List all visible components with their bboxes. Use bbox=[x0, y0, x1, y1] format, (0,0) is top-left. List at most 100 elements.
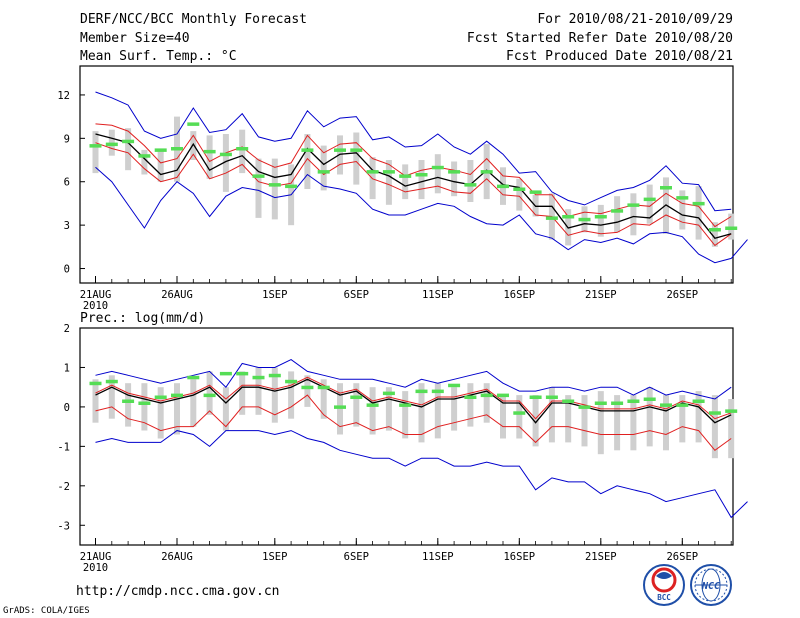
temp-xtick-label: 11SEP bbox=[422, 289, 454, 301]
prec-spread-box bbox=[630, 395, 637, 451]
prec-spread-box bbox=[483, 383, 490, 423]
precip-panel-title: Prec.: log(mm/d) bbox=[80, 311, 205, 326]
temp-spread-box bbox=[695, 186, 702, 240]
prec-marker bbox=[203, 393, 216, 398]
prec-marker bbox=[708, 411, 721, 415]
temp-spread-box bbox=[451, 161, 458, 197]
temp-ytick-label: 3 bbox=[64, 220, 70, 232]
prec-marker bbox=[578, 405, 591, 409]
prec-xtick-label: 26SEP bbox=[666, 551, 698, 563]
temp-spread-box bbox=[385, 160, 392, 205]
temp-marker bbox=[301, 148, 314, 152]
temp-marker bbox=[448, 170, 461, 174]
prec-spread-box bbox=[125, 383, 132, 427]
temp-spread-box bbox=[353, 132, 360, 185]
prec-spread-box bbox=[385, 387, 392, 431]
temp-marker bbox=[203, 149, 216, 154]
temp-xtick-label: 16SEP bbox=[503, 289, 535, 301]
temp-marker bbox=[382, 170, 395, 174]
prec-spread-box bbox=[728, 399, 735, 459]
bcc-logo: BCC bbox=[643, 564, 685, 606]
prec-marker bbox=[545, 395, 558, 399]
temp-ytick-label: 9 bbox=[64, 133, 70, 145]
temp-spread-box bbox=[271, 158, 278, 220]
temp-marker bbox=[676, 196, 689, 200]
prec-marker bbox=[317, 385, 330, 390]
prec-marker bbox=[415, 389, 428, 394]
grads-credit: GrADS: COLA/IGES bbox=[3, 606, 90, 616]
temp-marker bbox=[252, 174, 265, 178]
temp-spread-box bbox=[418, 160, 425, 200]
temp-spread-box bbox=[157, 149, 164, 182]
temp-ensemble-mean-line bbox=[95, 133, 732, 239]
prec-xtick-year: 2010 bbox=[83, 562, 108, 574]
prec-ytick-label: -3 bbox=[57, 520, 70, 532]
prec-marker bbox=[268, 373, 281, 378]
temp-marker bbox=[725, 226, 738, 230]
prec-spread-box bbox=[271, 367, 278, 423]
prec-spread-box bbox=[646, 387, 653, 447]
prec-spread-box bbox=[239, 371, 246, 415]
prec-xtick-label: 6SEP bbox=[344, 551, 369, 563]
prec-marker bbox=[382, 391, 395, 396]
prec-marker bbox=[692, 399, 705, 403]
prec-marker bbox=[301, 385, 314, 390]
prec-marker bbox=[627, 399, 640, 403]
prec-spread-box bbox=[451, 387, 458, 431]
prec-marker bbox=[154, 395, 167, 399]
prec-xtick-label: 16SEP bbox=[503, 551, 535, 563]
prec-xtick-label: 11SEP bbox=[422, 551, 454, 563]
temp-spread-box bbox=[222, 134, 229, 192]
prec-xtick-label: 21AUG bbox=[80, 551, 112, 563]
prec-marker bbox=[89, 381, 102, 386]
prec-marker bbox=[334, 405, 346, 409]
temp-panel-title: Mean Surf. Temp.: °C bbox=[80, 49, 237, 64]
prec-spread-box bbox=[500, 395, 506, 439]
temp-marker bbox=[708, 228, 721, 232]
temp-marker bbox=[562, 215, 575, 219]
temp-ytick-label: 0 bbox=[64, 264, 70, 276]
temp-marker bbox=[219, 152, 232, 157]
prec-red-lower-line bbox=[95, 394, 732, 451]
prec-spread-box bbox=[679, 395, 686, 443]
prec-marker bbox=[513, 411, 526, 415]
prec-spread-box bbox=[565, 395, 572, 443]
temp-marker bbox=[692, 201, 705, 206]
source-url: http://cmdp.ncc.cma.gov.cn bbox=[76, 584, 280, 599]
temp-spread-box bbox=[711, 222, 718, 247]
temp-spread-box bbox=[141, 149, 148, 175]
temp-xtick-label: 21AUG bbox=[80, 289, 112, 301]
temp-marker bbox=[285, 184, 298, 189]
temp-marker bbox=[513, 187, 526, 191]
prec-marker bbox=[448, 383, 461, 388]
prec-spread-box bbox=[369, 387, 376, 435]
temp-spread-box bbox=[320, 145, 327, 191]
prec-marker bbox=[187, 375, 200, 380]
prec-spread-box bbox=[255, 367, 262, 415]
prec-spread-box bbox=[108, 375, 115, 419]
prec-ensemble-mean-line bbox=[95, 378, 732, 424]
temp-spread-box bbox=[614, 196, 621, 233]
temp-ytick-label: 6 bbox=[64, 177, 70, 189]
prec-marker bbox=[219, 371, 232, 376]
prec-red-upper-line bbox=[95, 376, 732, 420]
prec-spread-box bbox=[711, 395, 718, 459]
temp-marker bbox=[122, 139, 135, 144]
prec-spread-box bbox=[663, 395, 669, 451]
temp-marker bbox=[480, 170, 493, 174]
prec-spread-box bbox=[174, 383, 180, 435]
prec-marker bbox=[285, 379, 298, 384]
temp-marker bbox=[594, 215, 607, 219]
temp-spread-box bbox=[304, 134, 311, 189]
prec-marker bbox=[236, 371, 249, 376]
prec-marker bbox=[350, 395, 363, 399]
temp-marker bbox=[643, 197, 656, 202]
temp-spread-box bbox=[646, 184, 653, 224]
member-size: Member Size=40 bbox=[80, 31, 190, 46]
temp-spread-box bbox=[630, 193, 637, 236]
prec-spread-box bbox=[516, 395, 523, 439]
prec-spread-box bbox=[695, 391, 702, 443]
temp-xtick-label: 26AUG bbox=[161, 289, 193, 301]
